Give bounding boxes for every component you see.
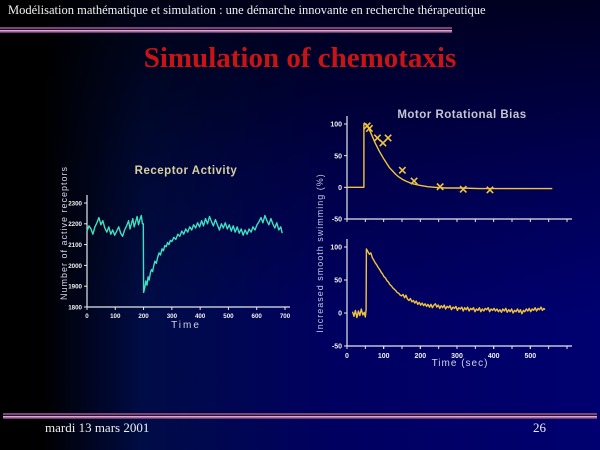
header-text: Modélisation mathématique et simulation … — [8, 3, 486, 17]
y-tick-label: 2200 — [68, 221, 82, 228]
y-tick-label: -50 — [332, 344, 342, 351]
x-marker — [398, 166, 407, 174]
x-tick-label: 200 — [138, 313, 149, 320]
x-tick-label: 100 — [110, 313, 121, 320]
x-marker — [365, 124, 374, 133]
active-receptors-line — [86, 214, 283, 294]
motor-bias-model-chart: -50 0 50 100 — [330, 116, 572, 224]
slide-title: Simulation of chemotaxis — [143, 42, 457, 74]
x-tick-label: 0 — [345, 353, 349, 360]
y-tick-label: 1900 — [68, 284, 82, 291]
swimming-chart-x-axis-label: Time (sec) — [431, 358, 489, 369]
x-tick-label: 400 — [195, 313, 206, 320]
y-tick-label: 1800 — [68, 304, 82, 311]
y-tick-label: 0 — [338, 185, 342, 192]
x-marker — [486, 186, 494, 194]
x-marker — [410, 177, 418, 185]
y-tick-label: 2000 — [68, 263, 82, 270]
simulated-swimming-line — [351, 248, 546, 319]
x-tick-label: 300 — [167, 313, 178, 320]
model-curve-line — [347, 123, 553, 190]
receptor-activity-chart: 1800 1900 2000 2100 2200 2300 0 100 200 300 400 500… — [68, 195, 291, 320]
x-tick-label: 0 — [85, 313, 89, 320]
x-tick-label: 200 — [414, 353, 426, 360]
y-tick-label: 50 — [334, 278, 342, 285]
x-tick-label: 600 — [252, 313, 263, 320]
swimming-charts-y-axis-label: Increased smooth swimming (%) — [315, 173, 325, 333]
y-tick-label: 2300 — [68, 200, 82, 207]
y-tick-label: 100 — [330, 245, 342, 252]
x-marker — [384, 134, 392, 142]
receptor-chart-x-axis-label: Time — [171, 320, 201, 331]
x-marker — [436, 182, 444, 191]
receptor-chart-title: Receptor Activity — [134, 165, 238, 177]
y-tick-label: -50 — [332, 217, 342, 224]
x-marker — [373, 134, 382, 142]
footer-date: mardi 13 mars 2001 — [45, 420, 150, 435]
y-tick-label: 100 — [330, 122, 342, 129]
x-tick-label: 500 — [223, 313, 234, 320]
y-tick-label: 50 — [334, 153, 342, 160]
motor-bias-chart-title: Motor Rotational Bias — [397, 109, 527, 121]
header-divider — [0, 27, 452, 33]
x-tick-label: 400 — [488, 353, 500, 360]
y-tick-label: 0 — [338, 311, 342, 318]
y-tick-label: 2100 — [68, 242, 82, 249]
footer-page-number: 26 — [533, 420, 546, 435]
x-tick-label: 500 — [524, 353, 536, 360]
x-marker — [459, 185, 467, 193]
footer-divider — [3, 413, 597, 419]
x-tick-label: 300 — [451, 353, 463, 360]
x-tick-label: 100 — [378, 353, 390, 360]
x-tick-label: 700 — [280, 313, 291, 320]
